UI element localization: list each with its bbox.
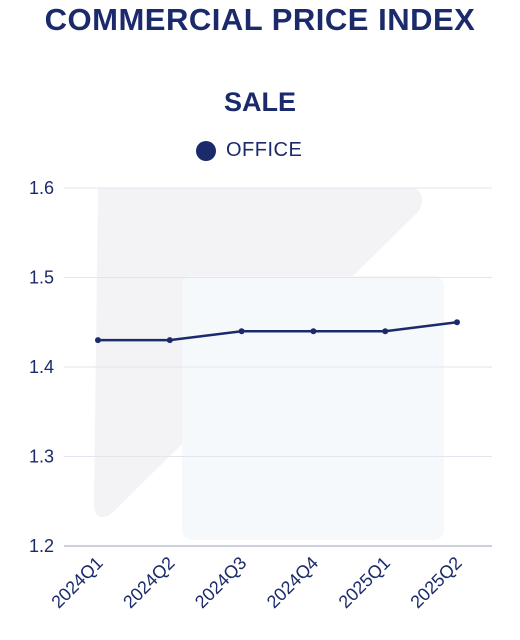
series-office [95,319,460,344]
x-tick-label: 2025Q2 [406,553,465,612]
x-tick-label: 2024Q2 [119,553,178,612]
legend-label-office: OFFICE [226,139,303,161]
data-point [454,319,460,326]
chart-legend[interactable]: OFFICE [196,139,302,162]
x-tick-label: 2024Q4 [263,553,322,612]
data-point [382,328,389,335]
data-point [95,337,101,344]
y-tick-label: 1.2 [29,536,54,556]
series-line [98,321,458,342]
y-tick-label: 1.6 [29,178,54,198]
x-tick-label: 2024Q3 [191,553,250,612]
x-axis-ticks: 2024Q1 2024Q2 2024Q3 2024Q4 2025Q1 2025Q2 [47,553,465,612]
legend-swatch-office [196,140,216,161]
y-tick-label: 1.3 [29,447,54,467]
watermark-logo [94,188,444,540]
y-tick-label: 1.5 [29,268,54,288]
chart-title: SALE [223,87,296,117]
grid-lines [64,187,492,457]
data-point [310,328,317,335]
data-point [238,328,245,335]
x-tick-label: 2024Q1 [47,553,106,612]
y-tick-label: 1.4 [29,357,54,377]
page-title: COMMERCIAL PRICE INDEX [44,2,476,37]
data-point [166,337,173,344]
x-tick-label: 2025Q1 [335,553,394,612]
y-axis-ticks: 1.2 1.3 1.4 1.5 1.6 [29,178,54,556]
